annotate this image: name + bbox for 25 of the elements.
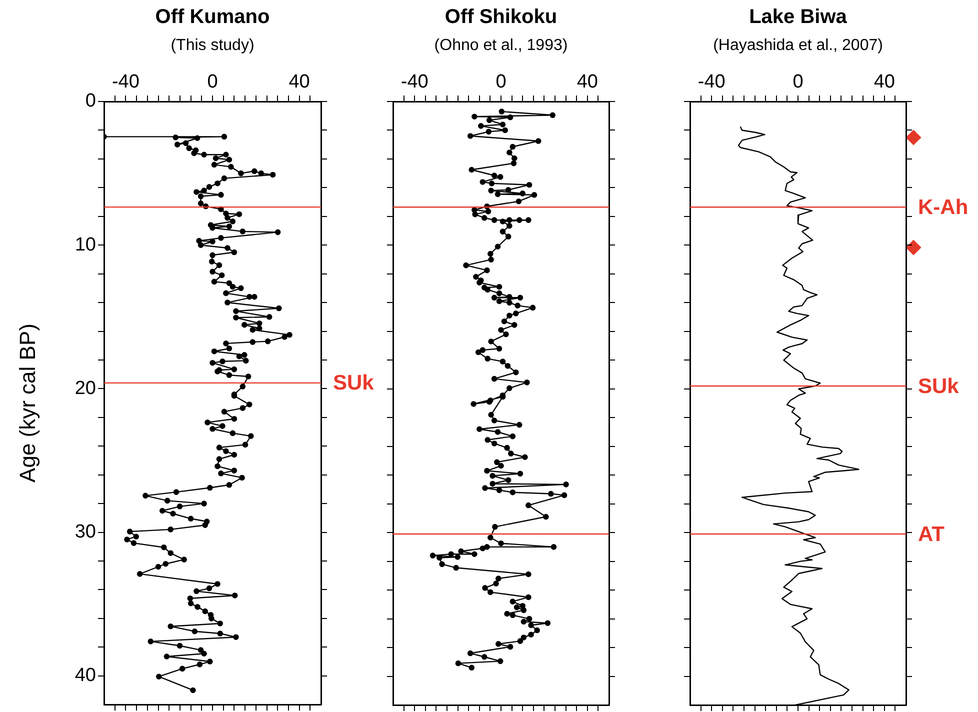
y-tick-label: 0 <box>85 90 96 112</box>
y-tick-label: 10 <box>74 234 96 256</box>
chart-title: Lake Biwa <box>749 6 847 29</box>
ref-line-label: K-Ah <box>918 196 968 219</box>
ref-line-label: SUk <box>333 372 374 395</box>
chart-title: Off Shikoku <box>444 6 558 29</box>
y-tick-label: 30 <box>74 522 96 543</box>
x-tick-label: 0 <box>792 71 804 92</box>
chart-title: Off Kumano <box>155 6 270 29</box>
x-tick-label: -40 <box>112 71 140 92</box>
x-tick-label: -40 <box>400 71 428 92</box>
x-tick-label: 0 <box>207 71 218 92</box>
x-tick-label: -40 <box>698 71 726 92</box>
x-tick-label: 40 <box>288 71 310 92</box>
chart-subtitle: (Hayashida et al., 2007) <box>713 37 883 55</box>
x-tick-label: 40 <box>874 71 895 92</box>
y-tick-label: 20 <box>74 378 96 399</box>
ref-line-label: AT <box>918 522 945 546</box>
chart-subtitle: (Ohno et al., 1993) <box>434 37 568 55</box>
y-tick-label: 40 <box>74 665 96 686</box>
x-tick-label: 40 <box>576 71 598 92</box>
chart-subtitle: (This study) <box>170 37 254 55</box>
x-tick-label: 0 <box>496 71 506 92</box>
y-axis-title: Age (kyr cal BP) <box>15 324 41 483</box>
ref-line-label: SUk <box>918 374 960 398</box>
